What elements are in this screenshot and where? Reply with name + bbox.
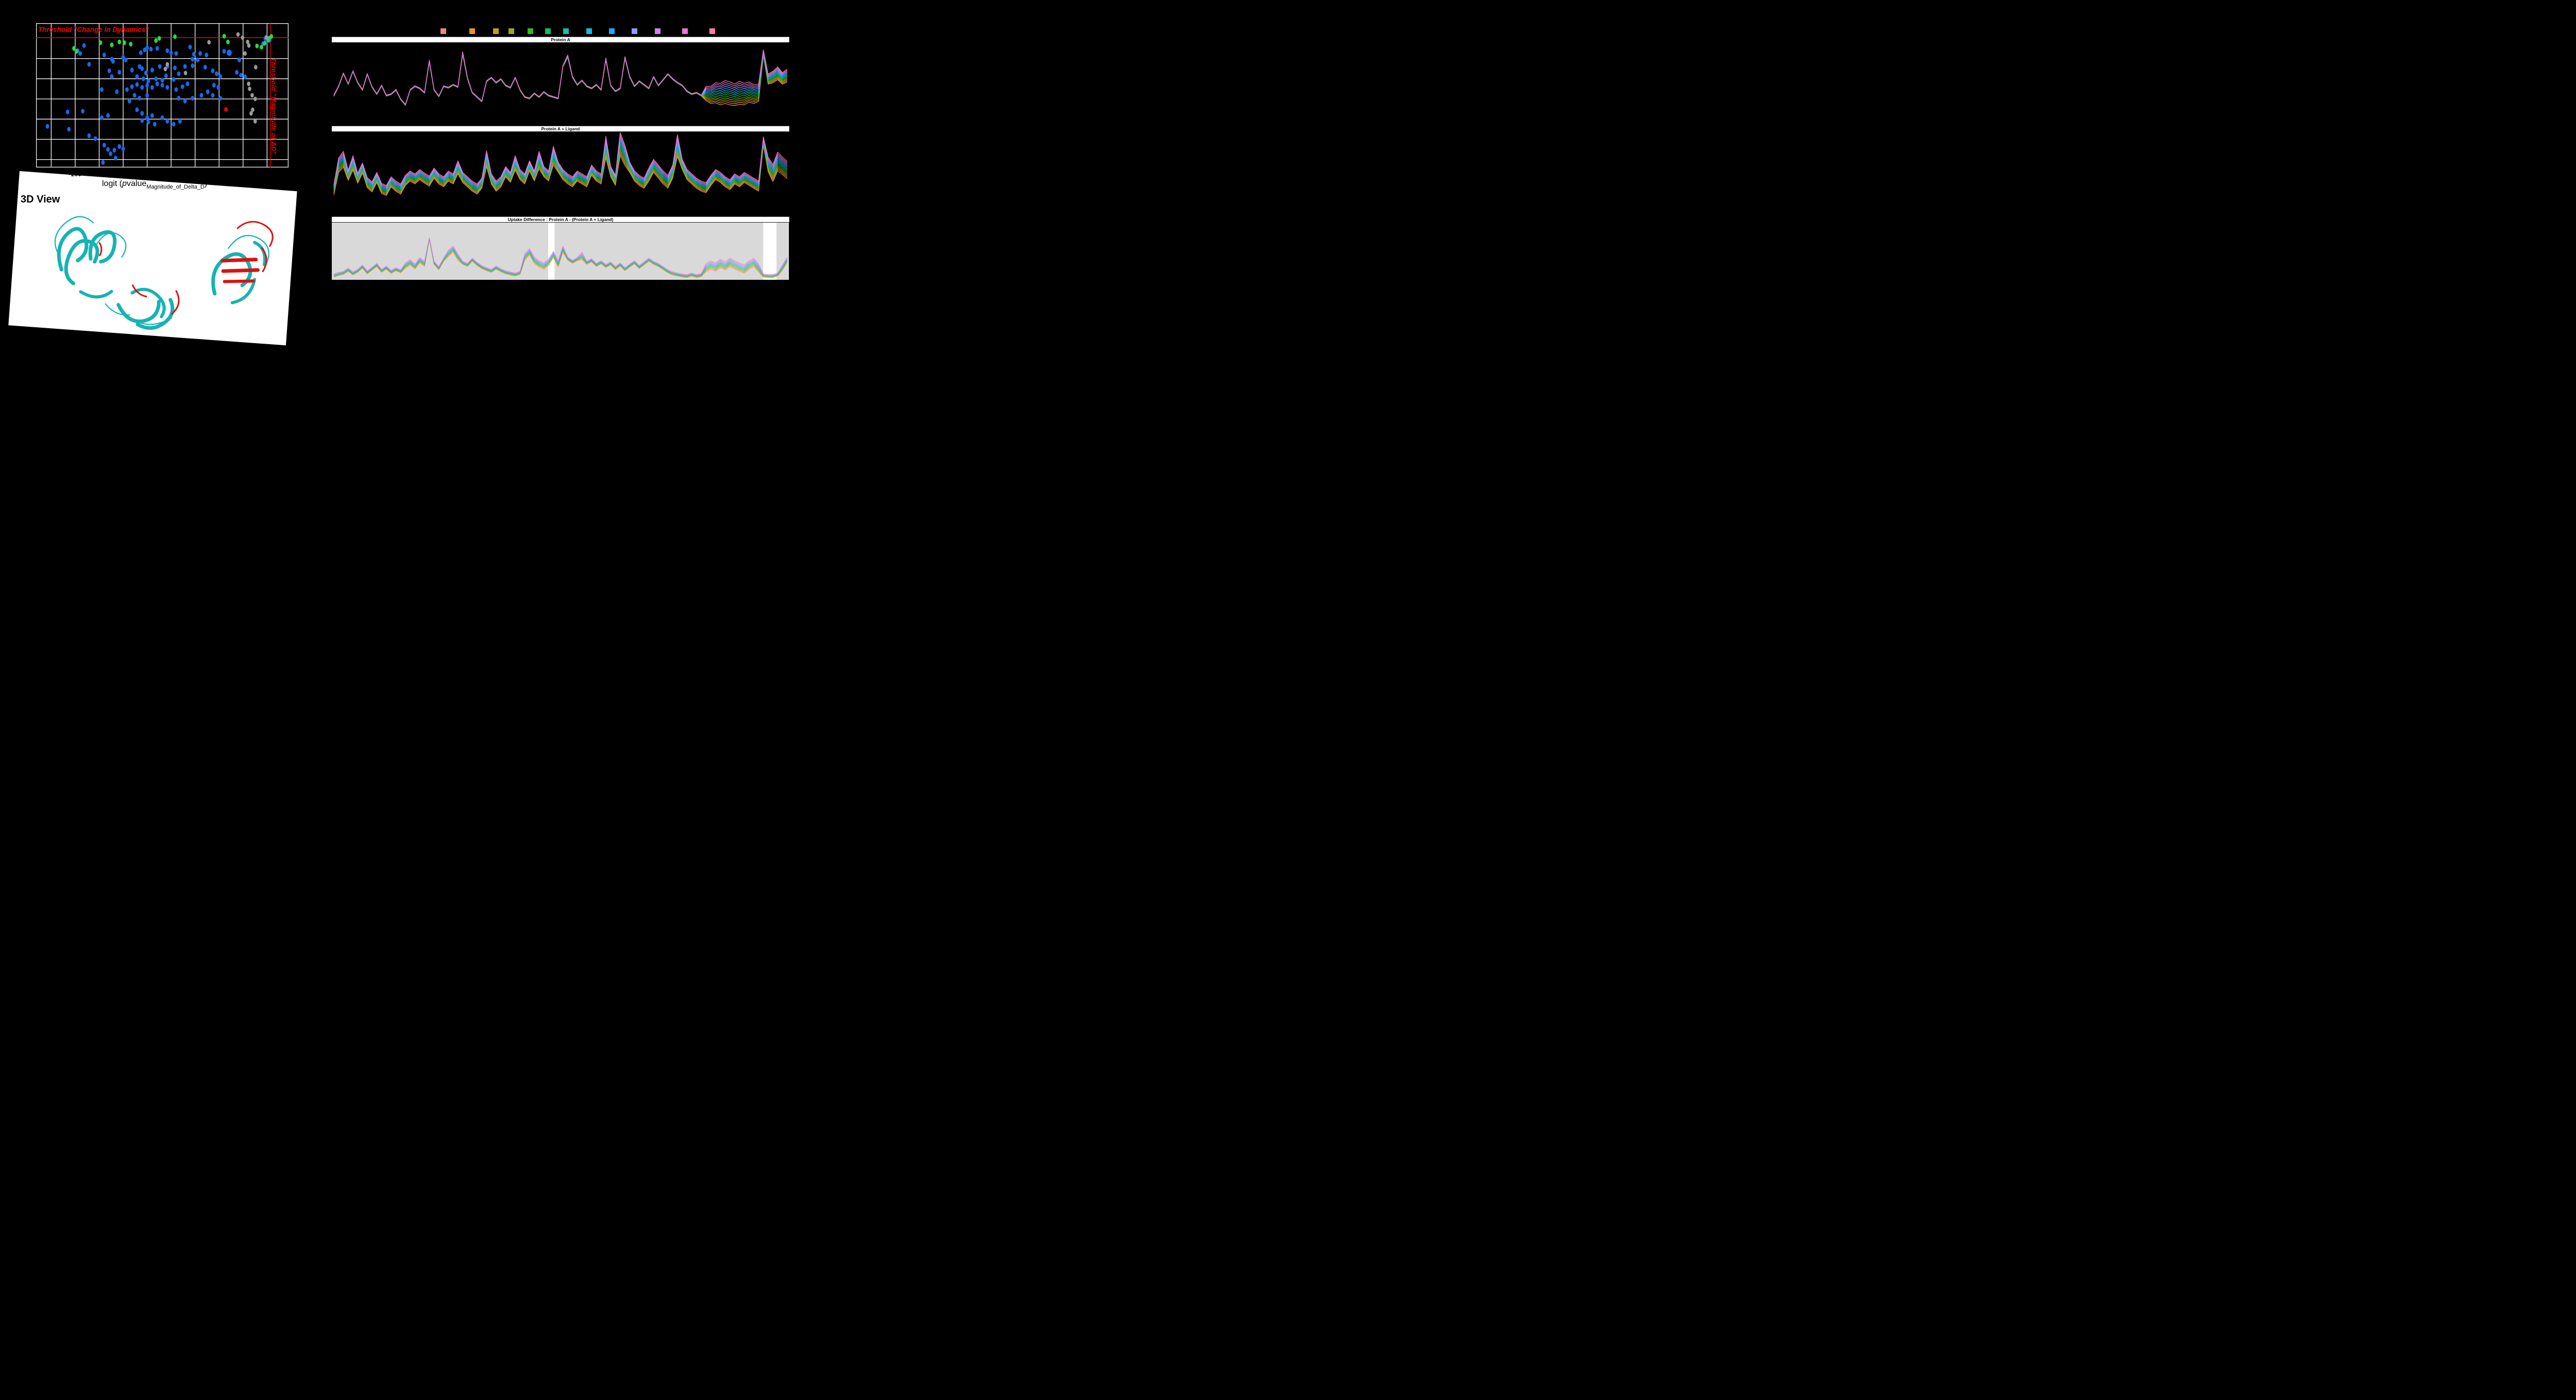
- threshold-dynamics-label: Threshold "Change in Dynamics": [38, 26, 149, 33]
- timepoint-legend: [438, 28, 747, 35]
- legend-swatch[interactable]: [440, 28, 446, 34]
- legend-swatch[interactable]: [609, 28, 615, 34]
- legend-swatch[interactable]: [655, 28, 660, 34]
- x-tick-minus-200: -200: [69, 171, 82, 178]
- selection-block[interactable]: [776, 221, 789, 280]
- legend-swatch[interactable]: [682, 28, 688, 34]
- selection-block[interactable]: [332, 221, 549, 280]
- volcano-plot[interactable]: [36, 23, 289, 167]
- x-axis-label: logit (pvalueMagnitude_of_Delta_D): [102, 179, 208, 190]
- panel-title-protein-a-ligand: Protein A + Ligand: [332, 126, 789, 132]
- legend-swatch[interactable]: [528, 28, 533, 34]
- legend-swatch[interactable]: [563, 28, 569, 34]
- uptake-chart-protein-a[interactable]: [332, 42, 789, 121]
- panel-title-protein-a: Protein A: [332, 37, 789, 43]
- 3d-view-title: 3D View: [21, 194, 60, 205]
- protein-ribbon: [54, 216, 274, 330]
- selection-block[interactable]: [554, 221, 764, 280]
- threshold-magnitude-label: Threshold "Magnitude of ΔD": [270, 58, 277, 155]
- x-tick-minus-100: -100: [116, 171, 130, 178]
- uptake-difference-chart[interactable]: [332, 221, 789, 281]
- legend-swatch[interactable]: [632, 28, 637, 34]
- panel-title-uptake-difference: Uptake Difference : Protein A - (Protein…: [332, 216, 789, 223]
- 3d-view-panel[interactable]: [8, 171, 297, 346]
- legend-swatch[interactable]: [509, 28, 514, 34]
- legend-swatch[interactable]: [586, 28, 592, 34]
- legend-swatch[interactable]: [545, 28, 551, 34]
- legend-swatch[interactable]: [709, 28, 715, 34]
- app-canvas: { "page": {"background": "#000000"}, "vo…: [0, 0, 808, 346]
- legend-swatch[interactable]: [493, 28, 499, 34]
- uptake-chart-protein-a-ligand[interactable]: [332, 131, 789, 211]
- legend-swatch[interactable]: [469, 28, 475, 34]
